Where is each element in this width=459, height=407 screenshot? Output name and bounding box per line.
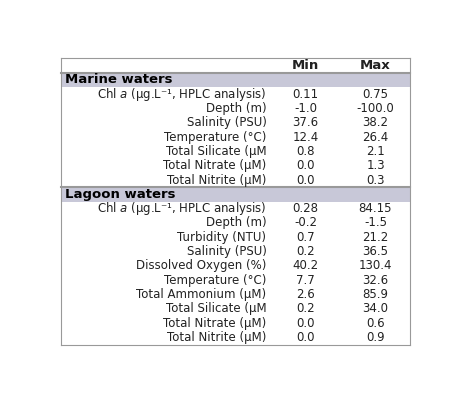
Bar <box>61 58 409 72</box>
Text: Temperature (°C): Temperature (°C) <box>164 274 266 287</box>
Bar <box>61 302 409 316</box>
Text: Salinity (PSU): Salinity (PSU) <box>186 245 266 258</box>
Text: 0.2: 0.2 <box>296 245 314 258</box>
Text: 38.2: 38.2 <box>362 116 388 129</box>
Text: -100.0: -100.0 <box>356 102 393 115</box>
Text: 0.8: 0.8 <box>296 145 314 158</box>
Text: 0.9: 0.9 <box>365 331 384 344</box>
Text: Min: Min <box>291 59 319 72</box>
Text: Depth (m): Depth (m) <box>205 217 266 230</box>
Bar <box>61 144 409 158</box>
Text: 0.0: 0.0 <box>296 331 314 344</box>
Text: 40.2: 40.2 <box>292 260 318 272</box>
Text: 0.2: 0.2 <box>296 302 314 315</box>
Text: Lagoon waters: Lagoon waters <box>65 188 175 201</box>
Text: Total Silicate (μM: Total Silicate (μM <box>165 145 266 158</box>
Text: 7.7: 7.7 <box>296 274 314 287</box>
Bar <box>61 130 409 144</box>
Text: 84.15: 84.15 <box>358 202 392 215</box>
Text: Salinity (PSU): Salinity (PSU) <box>186 116 266 129</box>
Bar <box>61 72 409 87</box>
Bar <box>61 259 409 273</box>
Text: 36.5: 36.5 <box>362 245 388 258</box>
Text: Marine waters: Marine waters <box>65 73 173 86</box>
Text: 2.1: 2.1 <box>365 145 384 158</box>
Text: Total Nitrite (μM): Total Nitrite (μM) <box>167 173 266 186</box>
Text: 0.6: 0.6 <box>365 317 384 330</box>
Bar <box>61 273 409 287</box>
Text: Temperature (°C): Temperature (°C) <box>164 131 266 144</box>
Text: 0.28: 0.28 <box>292 202 318 215</box>
Text: Total Nitrate (μM): Total Nitrate (μM) <box>163 159 266 172</box>
Text: 34.0: 34.0 <box>362 302 388 315</box>
Text: 0.0: 0.0 <box>296 159 314 172</box>
Text: 2.6: 2.6 <box>296 288 314 301</box>
Bar <box>61 101 409 116</box>
Text: Total Nitrate (μM): Total Nitrate (μM) <box>163 317 266 330</box>
Text: 21.2: 21.2 <box>362 231 388 244</box>
Text: Chl $\mathit{a}$ (μg.L⁻¹, HPLC analysis): Chl $\mathit{a}$ (μg.L⁻¹, HPLC analysis) <box>97 200 266 217</box>
Text: Total Nitrite (μM): Total Nitrite (μM) <box>167 331 266 344</box>
Text: Turbidity (NTU): Turbidity (NTU) <box>177 231 266 244</box>
Text: Depth (m): Depth (m) <box>205 102 266 115</box>
Bar <box>61 173 409 187</box>
Text: 0.11: 0.11 <box>292 88 318 101</box>
Text: 1.3: 1.3 <box>365 159 384 172</box>
Text: 0.0: 0.0 <box>296 173 314 186</box>
Bar <box>61 316 409 330</box>
Bar <box>61 201 409 216</box>
Bar <box>61 245 409 259</box>
Bar <box>61 158 409 173</box>
Text: -1.0: -1.0 <box>293 102 316 115</box>
Text: Max: Max <box>359 59 390 72</box>
Bar <box>61 287 409 302</box>
Text: 130.4: 130.4 <box>358 260 392 272</box>
Bar <box>61 87 409 101</box>
Bar <box>61 187 409 201</box>
Text: Dissolved Oxygen (%): Dissolved Oxygen (%) <box>136 260 266 272</box>
Text: 85.9: 85.9 <box>362 288 388 301</box>
Text: 37.6: 37.6 <box>292 116 318 129</box>
Text: 0.75: 0.75 <box>362 88 388 101</box>
Text: Chl $\mathit{a}$ (μg.L⁻¹, HPLC analysis): Chl $\mathit{a}$ (μg.L⁻¹, HPLC analysis) <box>97 85 266 103</box>
Text: -1.5: -1.5 <box>363 217 386 230</box>
Text: Total Ammonium (μM): Total Ammonium (μM) <box>136 288 266 301</box>
Text: 26.4: 26.4 <box>362 131 388 144</box>
Bar <box>61 330 409 345</box>
Bar <box>61 216 409 230</box>
Text: 0.7: 0.7 <box>296 231 314 244</box>
Text: 0.3: 0.3 <box>365 173 384 186</box>
Bar <box>61 116 409 130</box>
Text: -0.2: -0.2 <box>293 217 316 230</box>
Text: 12.4: 12.4 <box>292 131 318 144</box>
Text: Total Silicate (μM: Total Silicate (μM <box>165 302 266 315</box>
Text: 32.6: 32.6 <box>362 274 388 287</box>
Bar <box>61 230 409 245</box>
Text: 0.0: 0.0 <box>296 317 314 330</box>
